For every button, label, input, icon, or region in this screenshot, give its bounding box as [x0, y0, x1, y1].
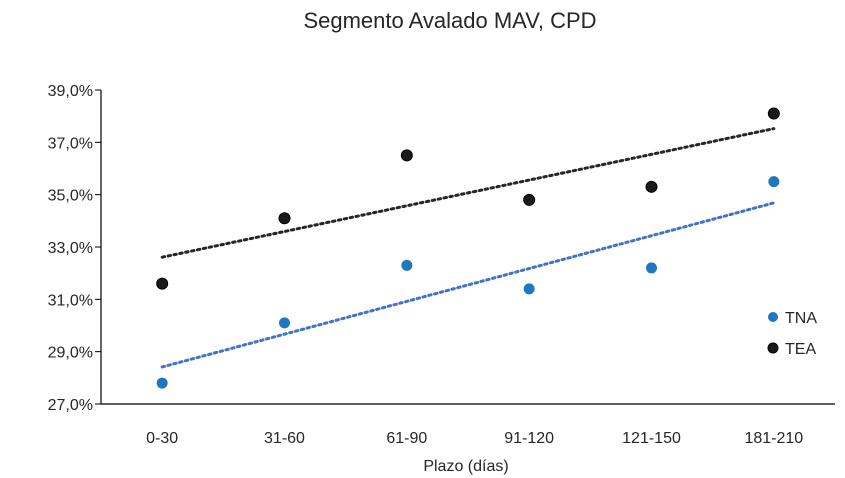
point-tea: [278, 212, 291, 225]
x-tick-label: 91-120: [504, 430, 554, 447]
trendline-tea: [160, 127, 776, 259]
y-tick-label: 31,0%: [48, 292, 93, 309]
chart-title: Segmento Avalado MAV, CPD: [303, 8, 596, 33]
point-tna: [279, 317, 290, 329]
x-tick-label: 181-210: [744, 430, 803, 447]
point-tna: [646, 262, 657, 274]
point-tea: [767, 107, 780, 120]
data-points: [156, 107, 780, 389]
point-tna: [401, 259, 413, 271]
y-axis: 27,0% 29,0% 31,0% 33,0% 35,0% 37,0% 39,0%: [48, 83, 102, 414]
y-tick-label: 39,0%: [48, 83, 93, 100]
y-tick-label: 35,0%: [48, 188, 93, 205]
y-tick-label: 37,0%: [48, 135, 93, 152]
point-tna: [523, 283, 535, 295]
point-tna: [156, 377, 168, 389]
legend-marker-tea: [767, 342, 779, 354]
point-tea: [523, 193, 536, 206]
y-tick-label: 27,0%: [48, 397, 93, 414]
x-tick-label: 0-30: [146, 430, 178, 447]
x-tick-label: 61-90: [386, 430, 427, 447]
y-tick-label: 33,0%: [48, 240, 93, 257]
point-tea: [156, 277, 169, 290]
point-tea: [645, 180, 658, 193]
legend-label-tna: TNA: [785, 310, 817, 327]
legend: TNA TEA: [767, 310, 817, 358]
trendlines: [160, 127, 776, 369]
point-tea: [400, 149, 413, 162]
legend-marker-tna: [768, 312, 778, 322]
y-tick-label: 29,0%: [48, 345, 93, 362]
trendline-tna: [160, 201, 776, 369]
legend-label-tea: TEA: [785, 341, 816, 358]
x-axis: 0-30 31-60 61-90 91-120 121-150 181-210: [101, 403, 835, 447]
x-tick-label: 121-150: [622, 430, 681, 447]
point-tna: [768, 176, 780, 188]
x-tick-label: 31-60: [264, 430, 305, 447]
x-axis-label: Plazo (días): [423, 458, 508, 475]
